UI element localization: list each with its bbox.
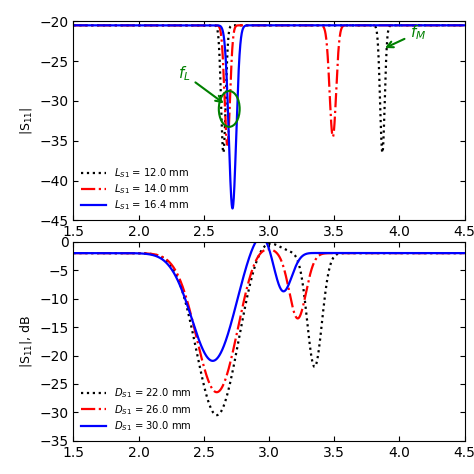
$D_{S1}$ = 26.0 mm xyxy=(325,250,331,256)
$L_{S1}$ = 12.0 mm xyxy=(305,22,311,28)
$L_{S1}$ = 16.4 mm xyxy=(230,206,236,211)
$L_{S1}$ = 16.4 mm xyxy=(392,22,398,28)
Line: $L_{S1}$ = 16.4 mm: $L_{S1}$ = 16.4 mm xyxy=(73,25,465,209)
$D_{S1}$ = 30.0 mm xyxy=(220,345,226,351)
$L_{S1}$ = 14.0 mm xyxy=(142,22,147,28)
$L_{S1}$ = 12.0 mm xyxy=(363,22,368,28)
$L_{S1}$ = 14.0 mm xyxy=(224,142,230,147)
$D_{S1}$ = 30.0 mm xyxy=(363,250,368,256)
$D_{S1}$ = 22.0 mm xyxy=(363,250,368,256)
Line: $D_{S1}$ = 30.0 mm: $D_{S1}$ = 30.0 mm xyxy=(73,242,465,361)
Text: $f_M$: $f_M$ xyxy=(387,23,426,47)
$L_{S1}$ = 12.0 mm xyxy=(220,147,226,153)
$D_{S1}$ = 30.0 mm xyxy=(210,358,216,364)
$L_{S1}$ = 16.4 mm xyxy=(325,22,331,28)
$L_{S1}$ = 12.0 mm xyxy=(71,22,76,28)
Line: $L_{S1}$ = 12.0 mm: $L_{S1}$ = 12.0 mm xyxy=(73,25,465,153)
$L_{S1}$ = 14.0 mm xyxy=(220,56,226,62)
$D_{S1}$ = 22.0 mm xyxy=(305,328,311,333)
Line: $D_{S1}$ = 22.0 mm: $D_{S1}$ = 22.0 mm xyxy=(73,244,465,415)
Legend: $D_{S1}$ = 22.0 mm, $D_{S1}$ = 26.0 mm, $D_{S1}$ = 30.0 mm: $D_{S1}$ = 22.0 mm, $D_{S1}$ = 26.0 mm, … xyxy=(79,383,195,436)
$D_{S1}$ = 22.0 mm xyxy=(325,273,331,278)
$L_{S1}$ = 12.0 mm xyxy=(325,22,331,28)
$L_{S1}$ = 14.0 mm xyxy=(305,22,311,28)
$L_{S1}$ = 16.4 mm xyxy=(305,22,311,28)
Line: $D_{S1}$ = 26.0 mm: $D_{S1}$ = 26.0 mm xyxy=(73,249,465,392)
$L_{S1}$ = 16.4 mm xyxy=(363,22,368,28)
Y-axis label: |S$_{11}$|: |S$_{11}$| xyxy=(18,107,34,135)
X-axis label: Frequency (GHz): Frequency (GHz) xyxy=(211,245,327,259)
$D_{S1}$ = 26.0 mm xyxy=(266,246,272,252)
Legend: $L_{S1}$ = 12.0 mm, $L_{S1}$ = 14.0 mm, $L_{S1}$ = 16.4 mm: $L_{S1}$ = 12.0 mm, $L_{S1}$ = 14.0 mm, … xyxy=(79,163,193,215)
$D_{S1}$ = 22.0 mm xyxy=(142,251,147,256)
$D_{S1}$ = 26.0 mm xyxy=(392,250,398,256)
$L_{S1}$ = 16.4 mm xyxy=(71,22,76,28)
$D_{S1}$ = 30.0 mm xyxy=(71,250,76,256)
$D_{S1}$ = 26.0 mm xyxy=(305,280,311,285)
Line: $L_{S1}$ = 14.0 mm: $L_{S1}$ = 14.0 mm xyxy=(73,25,465,145)
$L_{S1}$ = 12.0 mm xyxy=(462,22,467,28)
Text: (a): (a) xyxy=(259,260,279,274)
$D_{S1}$ = 22.0 mm xyxy=(71,250,76,256)
$L_{S1}$ = 16.4 mm xyxy=(220,28,226,34)
$D_{S1}$ = 26.0 mm xyxy=(363,250,368,256)
$D_{S1}$ = 22.0 mm xyxy=(462,250,467,256)
$D_{S1}$ = 26.0 mm xyxy=(214,389,219,395)
$D_{S1}$ = 30.0 mm xyxy=(392,250,398,256)
$D_{S1}$ = 26.0 mm xyxy=(142,251,147,256)
$D_{S1}$ = 30.0 mm xyxy=(142,251,147,256)
$D_{S1}$ = 22.0 mm xyxy=(268,241,273,246)
$D_{S1}$ = 22.0 mm xyxy=(220,405,226,410)
$D_{S1}$ = 22.0 mm xyxy=(214,412,219,418)
Text: $f_L$: $f_L$ xyxy=(178,64,222,102)
$L_{S1}$ = 12.0 mm xyxy=(142,22,147,28)
$D_{S1}$ = 30.0 mm xyxy=(462,250,467,256)
$D_{S1}$ = 26.0 mm xyxy=(220,383,226,388)
$L_{S1}$ = 12.0 mm xyxy=(392,22,398,28)
$D_{S1}$ = 30.0 mm xyxy=(325,250,331,256)
$L_{S1}$ = 14.0 mm xyxy=(392,22,398,28)
$D_{S1}$ = 22.0 mm xyxy=(392,250,398,256)
Y-axis label: |S$_{11}$|, dB: |S$_{11}$|, dB xyxy=(18,314,34,368)
$L_{S1}$ = 16.4 mm xyxy=(142,22,147,28)
$L_{S1}$ = 12.0 mm xyxy=(380,150,385,155)
$L_{S1}$ = 14.0 mm xyxy=(363,22,368,28)
$L_{S1}$ = 14.0 mm xyxy=(325,56,331,62)
$D_{S1}$ = 26.0 mm xyxy=(71,250,76,256)
$D_{S1}$ = 30.0 mm xyxy=(253,239,259,245)
$L_{S1}$ = 14.0 mm xyxy=(71,22,76,28)
$L_{S1}$ = 14.0 mm xyxy=(462,22,467,28)
$D_{S1}$ = 26.0 mm xyxy=(462,250,467,256)
$L_{S1}$ = 16.4 mm xyxy=(462,22,467,28)
$D_{S1}$ = 30.0 mm xyxy=(305,251,311,256)
